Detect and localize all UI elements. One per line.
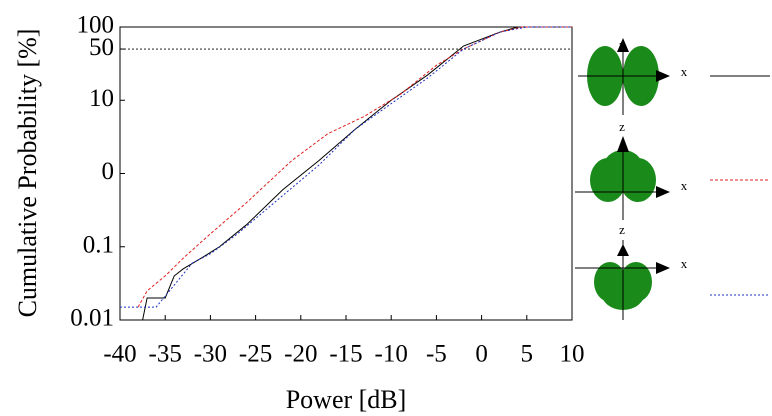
- y-tick-label: 10: [89, 85, 114, 112]
- plot-frame: [119, 26, 573, 321]
- y-tick-label: 50: [89, 34, 114, 61]
- series-line: [120, 26, 572, 308]
- x-tick-label: -40: [103, 341, 136, 368]
- pattern-3: [575, 240, 670, 320]
- x-tick-label: -20: [284, 341, 317, 368]
- x-tick-label: -5: [426, 341, 447, 368]
- pattern-axis-label: x: [681, 256, 688, 271]
- y-axis-title: Cumulative Probability [%]: [13, 29, 42, 318]
- pattern-axis-label: z: [619, 37, 625, 52]
- y-tick-label: 0: [102, 158, 115, 185]
- pattern-axis-label: z: [619, 222, 625, 237]
- series-line: [142, 26, 572, 321]
- x-tick-label: -25: [239, 341, 272, 368]
- x-tick-label: -30: [194, 341, 227, 368]
- pattern-axis-label: x: [681, 178, 688, 193]
- pattern-2: [575, 136, 670, 220]
- x-tick-label: -10: [375, 341, 408, 368]
- pattern-axis-label: x: [681, 64, 688, 79]
- x-tick-label: -35: [149, 341, 182, 368]
- x-tick-label: 10: [560, 341, 585, 368]
- pattern-axis-label: z: [619, 119, 625, 134]
- series-line: [137, 26, 572, 308]
- pattern-1: [578, 38, 670, 115]
- y-tick-label: 0.1: [83, 231, 114, 258]
- y-tick-label: 100: [77, 12, 115, 39]
- x-tick-label: -15: [329, 341, 362, 368]
- x-tick-label: 5: [521, 341, 534, 368]
- x-axis-title: Power [dB]: [286, 385, 407, 414]
- y-tick-label: 0.01: [70, 305, 114, 332]
- x-tick-label: 0: [475, 341, 488, 368]
